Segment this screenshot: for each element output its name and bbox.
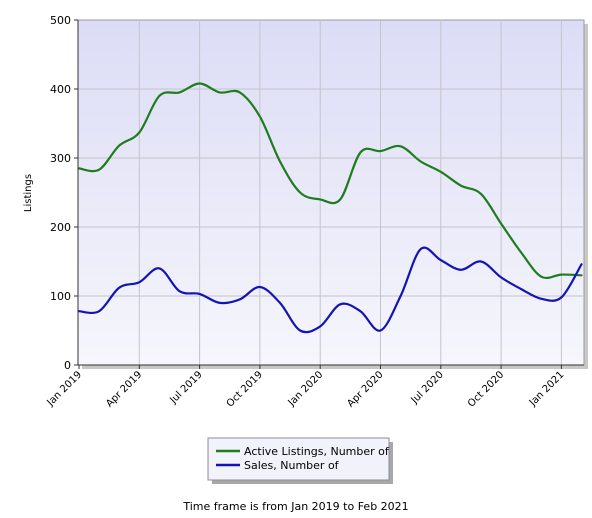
data-point [239, 91, 241, 93]
x-tick-label: Apr 2019 [104, 369, 144, 409]
y-tick-label: 300 [50, 152, 71, 165]
data-point [440, 171, 442, 173]
data-point [199, 82, 201, 84]
data-point [540, 298, 542, 300]
data-point [400, 145, 402, 147]
x-tick-label: Oct 2020 [466, 369, 506, 409]
x-tick-label: Jan 2019 [44, 369, 84, 409]
axes [74, 19, 584, 369]
x-tick-label: Jul 2020 [409, 369, 446, 406]
data-point [560, 274, 562, 276]
data-point [480, 260, 482, 262]
data-point [299, 191, 301, 193]
data-point [199, 293, 201, 295]
data-point [319, 325, 321, 327]
data-point [460, 269, 462, 271]
legend: Active Listings, Number of Sales, Number… [207, 437, 393, 484]
data-point [138, 281, 140, 283]
y-tick-label: 400 [50, 83, 71, 96]
data-point [219, 91, 221, 93]
line-chart: 0 100 200 300 400 500 Jan 2019 Apr 2019 Jul 201… [23, 14, 588, 484]
y-axis-title: Listings [23, 174, 34, 212]
data-point [440, 259, 442, 261]
data-point [219, 302, 221, 304]
data-point [319, 198, 321, 200]
active-listings-line [77, 82, 583, 280]
data-point [560, 296, 562, 298]
data-point [279, 160, 281, 162]
data-point [420, 248, 422, 250]
data-point [339, 198, 341, 200]
y-tick-labels: 0 100 200 300 400 500 [50, 14, 71, 372]
y-tick-label: 200 [50, 221, 71, 234]
legend-label-sales: Sales, Number of [244, 459, 340, 472]
data-point [259, 116, 261, 118]
series-layer [77, 82, 583, 334]
legend-label-active-listings: Active Listings, Number of [244, 445, 390, 458]
plot-area [77, 19, 585, 366]
data-point [580, 263, 582, 265]
data-point [359, 151, 361, 153]
data-point [138, 131, 140, 133]
data-point [400, 295, 402, 297]
y-tick-label: 500 [50, 14, 71, 27]
data-point [118, 287, 120, 289]
x-tick-label: Apr 2020 [345, 369, 385, 409]
x-tick-label: Jan 2020 [286, 369, 326, 409]
data-point [460, 185, 462, 187]
data-point [520, 251, 522, 253]
data-point [500, 222, 502, 224]
data-point [339, 303, 341, 305]
time-frame-caption: Time frame is from Jan 2019 to Feb 2021 [183, 500, 409, 513]
x-tick-labels: Jan 2019 Apr 2019 Jul 2019 Oct 2019 Jan 2020… [44, 369, 566, 409]
data-point [379, 329, 381, 331]
x-tick-label: Oct 2019 [225, 369, 265, 409]
y-tick-label: 0 [64, 359, 71, 372]
data-point [480, 193, 482, 195]
data-point [259, 286, 261, 288]
data-point [98, 310, 100, 312]
data-point [580, 274, 582, 276]
x-tick-label: Jul 2019 [167, 369, 204, 406]
data-point [540, 276, 542, 278]
data-point [359, 310, 361, 312]
data-point [158, 267, 160, 269]
data-point [239, 298, 241, 300]
data-point [98, 169, 100, 171]
legend-box [207, 437, 390, 481]
data-point [299, 329, 301, 331]
data-point [500, 276, 502, 278]
data-point [279, 302, 281, 304]
grid-lines [78, 20, 584, 365]
data-point [379, 150, 381, 152]
data-point [118, 144, 120, 146]
data-point [178, 290, 180, 292]
data-point [158, 95, 160, 97]
sales-line [77, 246, 583, 334]
data-point [420, 160, 422, 162]
data-point [520, 288, 522, 290]
y-tick-label: 100 [50, 290, 71, 303]
data-point [178, 91, 180, 93]
x-tick-label: Jan 2021 [527, 369, 567, 409]
